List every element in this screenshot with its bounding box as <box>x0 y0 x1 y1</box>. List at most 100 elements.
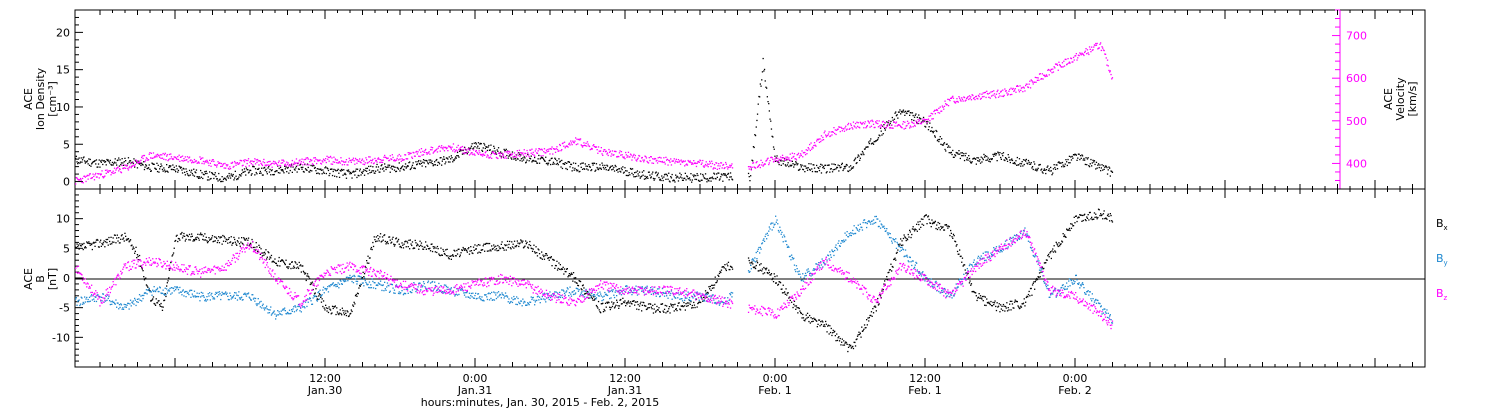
velocity-point <box>269 160 271 163</box>
density-point <box>236 178 239 180</box>
bx-point <box>383 234 385 237</box>
bx-point <box>933 222 935 224</box>
velocity-point <box>679 163 682 165</box>
velocity-point <box>557 150 559 152</box>
density-point <box>1042 172 1044 174</box>
bx-point <box>700 301 702 304</box>
velocity-point <box>764 163 766 165</box>
bx-point <box>387 242 389 245</box>
velocity-point <box>704 163 707 166</box>
bx-point <box>856 335 859 337</box>
velocity-point <box>341 160 343 162</box>
velocity-point <box>525 152 527 155</box>
bx-point <box>422 248 425 250</box>
density-point <box>879 127 882 129</box>
velocity-point <box>533 154 535 156</box>
velocity-point <box>1056 63 1058 65</box>
velocity-point <box>646 160 648 163</box>
velocity-point <box>442 148 444 150</box>
velocity-point <box>725 163 727 165</box>
bx-point <box>620 303 623 305</box>
density-point <box>479 143 481 145</box>
velocity-point <box>415 151 417 153</box>
velocity-point <box>475 150 477 152</box>
density-point <box>372 166 374 168</box>
density-point <box>847 170 849 172</box>
bx-point <box>911 228 914 230</box>
velocity-point <box>994 95 996 97</box>
velocity-point <box>474 154 476 156</box>
bx-point <box>995 305 997 308</box>
velocity-point <box>184 159 186 162</box>
density-point <box>199 177 201 179</box>
density-point <box>446 157 448 159</box>
density-point <box>300 163 302 165</box>
density-point <box>863 148 866 150</box>
bx-point <box>392 236 394 238</box>
velocity-point <box>320 162 322 164</box>
velocity-point <box>306 164 308 166</box>
density-point <box>654 178 656 180</box>
velocity-point <box>627 155 629 157</box>
bx-point <box>504 244 507 247</box>
density-point <box>482 147 484 149</box>
density-point <box>972 157 975 160</box>
density-point <box>104 161 106 163</box>
bx-point <box>526 241 528 244</box>
bx-point <box>363 273 366 275</box>
density-point <box>663 174 666 176</box>
density-point <box>761 79 763 81</box>
density-point <box>662 179 664 182</box>
bx-point <box>404 241 406 243</box>
bx-point <box>793 303 795 306</box>
density-point <box>521 160 523 162</box>
density-point <box>711 176 714 178</box>
bx-point <box>180 233 182 235</box>
bx-point <box>913 230 916 232</box>
density-point <box>684 177 686 179</box>
density-point <box>142 164 144 166</box>
velocity-point <box>895 122 897 124</box>
bx-point <box>1086 216 1088 218</box>
velocity-point <box>868 121 870 123</box>
bx-point <box>568 274 570 277</box>
velocity-point <box>976 97 978 100</box>
velocity-point <box>935 109 937 111</box>
bx-point <box>661 303 664 305</box>
density-point <box>78 157 80 159</box>
x-tick-label-time: 0:00 <box>1063 372 1088 385</box>
bx-point <box>435 247 437 249</box>
velocity-point <box>506 151 509 153</box>
bx-point <box>713 287 715 289</box>
bx-point <box>997 306 999 308</box>
velocity-point <box>293 163 295 165</box>
bx-point <box>795 305 798 307</box>
velocity-point <box>1063 65 1066 67</box>
velocity-point <box>383 156 385 158</box>
velocity-point <box>325 158 327 160</box>
density-point <box>913 119 915 122</box>
velocity-point <box>461 145 464 148</box>
velocity-point <box>862 121 864 124</box>
density-point <box>302 170 305 173</box>
velocity-point <box>817 139 819 141</box>
bx-point <box>923 216 925 218</box>
bx-point <box>503 249 505 251</box>
density-point <box>444 163 446 165</box>
density-point <box>491 150 493 153</box>
velocity-point <box>478 150 480 152</box>
density-point <box>352 171 354 173</box>
bx-point <box>626 303 628 305</box>
velocity-point <box>409 152 411 154</box>
bx-point <box>762 273 764 275</box>
velocity-point <box>577 143 579 145</box>
velocity-point <box>1011 93 1013 96</box>
density-point <box>650 176 652 178</box>
velocity-point <box>630 154 632 156</box>
velocity-point <box>190 159 192 161</box>
density-point <box>182 167 184 170</box>
density-point <box>936 130 938 133</box>
velocity-point <box>1077 57 1079 59</box>
bx-point <box>977 296 980 298</box>
density-point <box>943 142 946 144</box>
